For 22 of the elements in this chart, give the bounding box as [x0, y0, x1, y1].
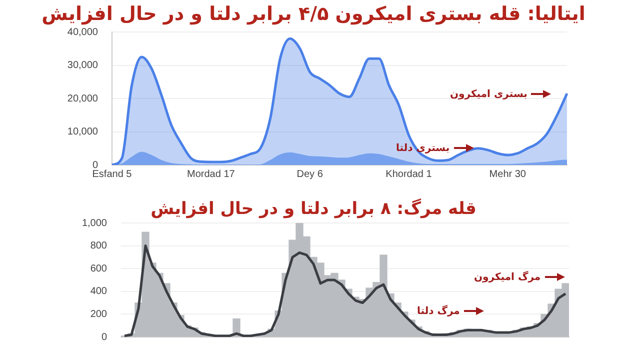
y-tick-label: 10,000	[67, 126, 98, 138]
y-tick-label: 20,000	[67, 93, 98, 104]
chart-title: ایتالیا: قله بستری امیکرون ۴/۵ برابر دلتا و در حال افزایش	[40, 3, 586, 25]
y-tick-label: 0	[101, 332, 108, 343]
annotation: مرگ دلتا	[417, 306, 460, 316]
y-tick-label: 0	[92, 160, 98, 171]
x-tick-label: Mehr 30	[489, 168, 526, 180]
y-tick-label: 40,000	[67, 26, 98, 38]
y-tick-label: 800	[90, 240, 108, 252]
annotation: بستری امیکرون	[450, 88, 528, 100]
annotation: مرگ امیکرون	[474, 272, 541, 282]
x-tick-label: Esfand 5	[92, 168, 132, 180]
annotation: بستری دلتا	[396, 142, 450, 154]
y-tick-label: 1,000	[82, 218, 108, 229]
y-tick-label: 200	[90, 308, 108, 320]
y-tick-label: 600	[90, 263, 108, 274]
y-tick-label: 400	[90, 286, 108, 298]
x-tick-label: Dey 6	[296, 168, 324, 180]
x-tick-label: Khordad 1	[386, 168, 432, 180]
y-tick-label: 30,000	[67, 60, 98, 71]
x-tick-label: Mordad 17	[187, 168, 236, 180]
chart-title: قله مرگ: ۸ برابر دلتا و در حال افزایش	[150, 199, 478, 219]
